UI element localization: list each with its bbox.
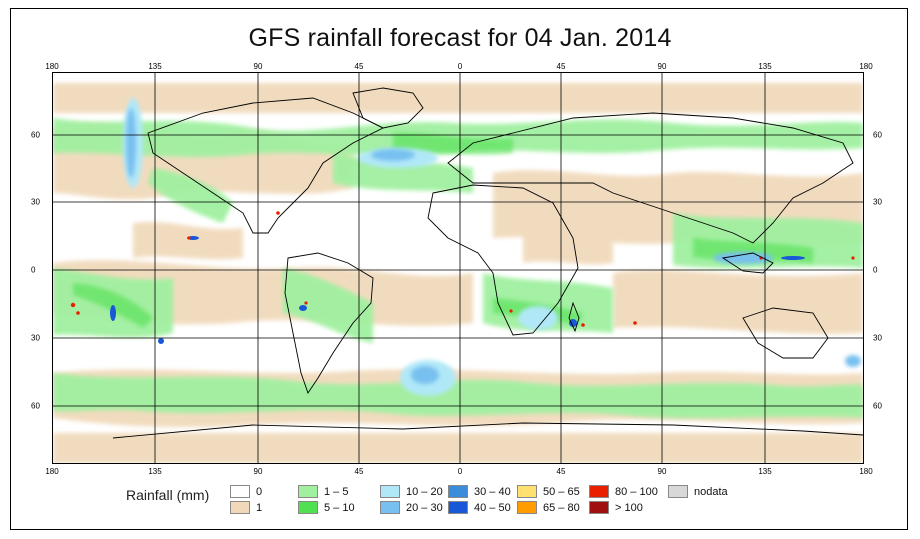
legend-swatch-nodata bbox=[668, 485, 688, 498]
legend-label: 30 – 40 bbox=[474, 486, 511, 498]
graticule bbox=[53, 73, 863, 463]
legend-swatch-65-80mm bbox=[517, 501, 537, 514]
lat-label-left: 30 bbox=[31, 197, 40, 207]
lon-label-top: 135 bbox=[758, 62, 772, 71]
lat-label-right: 30 bbox=[873, 197, 882, 207]
lat-label-left: 0 bbox=[31, 265, 36, 275]
legend-label: nodata bbox=[694, 486, 728, 498]
lat-label-right: 0 bbox=[873, 265, 878, 275]
legend-swatch-50-65mm bbox=[517, 485, 537, 498]
legend-swatch-0mm bbox=[230, 485, 250, 498]
legend-label: 1 – 5 bbox=[324, 486, 349, 498]
lon-label-top: 90 bbox=[253, 62, 263, 71]
legend-label: 50 – 65 bbox=[543, 486, 580, 498]
rainfall-map[interactable] bbox=[52, 72, 864, 464]
rain-80-100mm-regions bbox=[70, 211, 855, 327]
lon-label-bottom: 180 bbox=[859, 467, 873, 476]
legend-label: 65 – 80 bbox=[543, 502, 580, 514]
lat-label-right: 60 bbox=[873, 401, 882, 411]
lon-label-top: 0 bbox=[457, 62, 463, 71]
lon-label-top: 180 bbox=[45, 62, 59, 71]
legend-swatch-40-50mm bbox=[448, 501, 468, 514]
legend-swatch-5-10mm bbox=[298, 501, 318, 514]
legend-swatch-1mm bbox=[230, 501, 250, 514]
legend-swatch-10-20mm bbox=[380, 485, 400, 498]
lon-label-bottom: 45 bbox=[556, 467, 566, 476]
legend-label: 20 – 30 bbox=[406, 502, 443, 514]
lat-label-left: 60 bbox=[31, 130, 40, 140]
legend-label: 1 bbox=[256, 502, 263, 514]
lat-label-left: 60 bbox=[31, 401, 40, 411]
legend-label: 5 – 10 bbox=[324, 502, 355, 514]
legend-label: 0 bbox=[256, 486, 263, 498]
lon-label-bottom: 135 bbox=[148, 467, 162, 476]
legend-label: 80 – 100 bbox=[615, 486, 658, 498]
rain-30-50mm-regions bbox=[110, 236, 805, 344]
legend-title: Rainfall (mm) bbox=[126, 487, 210, 503]
lon-label-bottom: 90 bbox=[657, 467, 667, 476]
lon-label-bottom: 0 bbox=[457, 467, 463, 476]
legend-label: > 100 bbox=[615, 502, 643, 514]
lon-label-top: 135 bbox=[148, 62, 162, 71]
lon-label-top: 45 bbox=[354, 62, 364, 71]
legend-label: 10 – 20 bbox=[406, 486, 443, 498]
legend-swatch-1-5mm bbox=[298, 485, 318, 498]
legend-label: 40 – 50 bbox=[474, 502, 511, 514]
lon-label-top: 45 bbox=[556, 62, 566, 71]
map-title: GFS rainfall forecast for 04 Jan. 2014 bbox=[248, 24, 672, 52]
lon-label-bottom: 45 bbox=[354, 467, 364, 476]
map-canvas bbox=[53, 73, 863, 463]
legend-swatch-80-100mm bbox=[589, 485, 609, 498]
lon-label-top: 90 bbox=[657, 62, 667, 71]
lon-label-top: 180 bbox=[859, 62, 873, 71]
legend-swatch-20-30mm bbox=[380, 501, 400, 514]
lat-label-right: 60 bbox=[873, 130, 882, 140]
lat-label-left: 30 bbox=[31, 333, 40, 343]
lon-label-bottom: 180 bbox=[45, 467, 59, 476]
legend-swatch-30-40mm bbox=[448, 485, 468, 498]
lat-label-right: 30 bbox=[873, 333, 882, 343]
lon-label-bottom: 135 bbox=[758, 467, 772, 476]
legend-swatch-over-100mm bbox=[589, 501, 609, 514]
lon-label-bottom: 90 bbox=[253, 467, 263, 476]
figure-frame bbox=[10, 8, 908, 530]
coastlines bbox=[112, 87, 863, 439]
